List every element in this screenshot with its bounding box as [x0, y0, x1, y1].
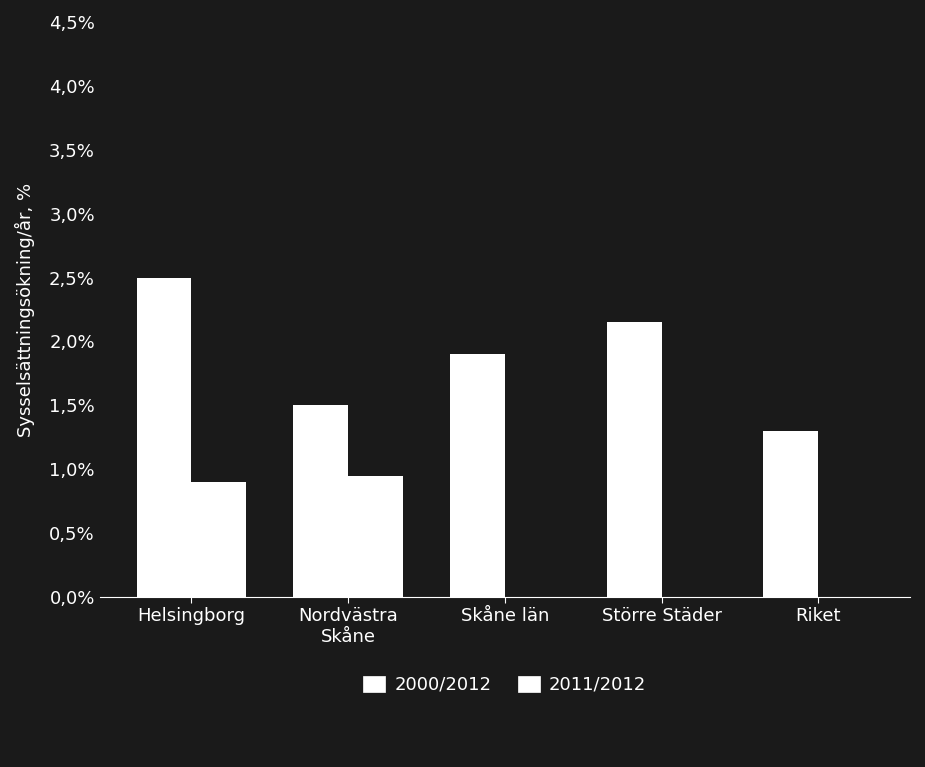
Bar	[293, 405, 348, 597]
Bar	[348, 476, 403, 597]
Bar	[450, 354, 505, 597]
Bar	[137, 278, 191, 597]
Bar	[191, 482, 246, 597]
Y-axis label: Sysselsättningsökning/år, %: Sysselsättningsökning/år, %	[15, 183, 35, 436]
Bar	[607, 322, 661, 597]
Legend: 2000/2012, 2011/2012: 2000/2012, 2011/2012	[354, 667, 655, 703]
Bar	[763, 431, 819, 597]
